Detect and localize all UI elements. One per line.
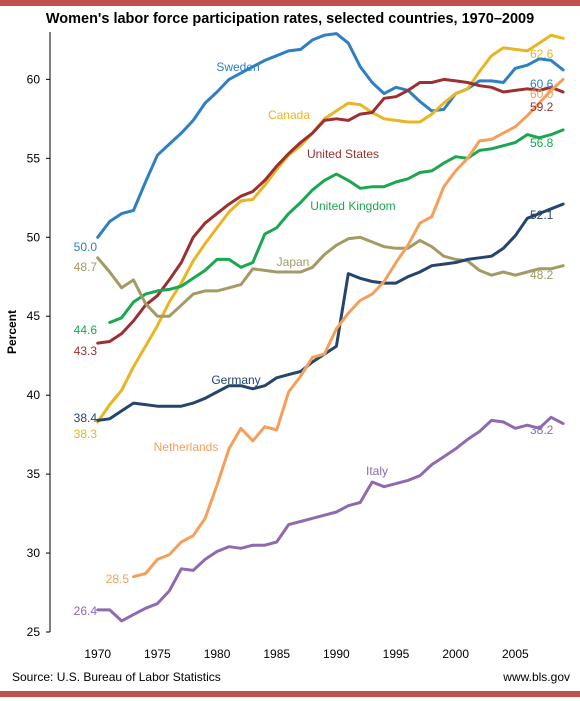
series-label-sweden: Sweden (216, 60, 259, 74)
end-value-germany: 52.1 (530, 208, 554, 222)
series-line-sweden (96, 32, 565, 239)
y-tick-label-35: 35 (27, 467, 41, 481)
x-tick-label-2005: 2005 (502, 647, 529, 661)
series-label-japan: Japan (277, 255, 310, 269)
x-tick-label-1990: 1990 (323, 647, 350, 661)
end-value-sweden: 60.6 (530, 77, 554, 91)
x-tick-label-1975: 1975 (144, 647, 171, 661)
series-line-united-states (96, 77, 565, 345)
start-value-sweden: 50.0 (74, 240, 98, 254)
series-label-italy: Italy (366, 464, 388, 478)
start-value-united-kingdom: 44.6 (74, 323, 98, 337)
y-tick-label-40: 40 (27, 388, 41, 402)
start-value-canada: 38.3 (74, 427, 98, 441)
x-tick-label-1970: 1970 (84, 647, 111, 661)
end-value-united-kingdom: 56.8 (530, 136, 554, 150)
series-line-united-kingdom (108, 128, 565, 324)
x-tick-label-1995: 1995 (383, 647, 410, 661)
series-label-canada: Canada (268, 108, 310, 122)
series-label-united-kingdom: United Kingdom (310, 199, 395, 213)
top-accent-bar (0, 0, 580, 6)
end-value-italy: 38.2 (530, 423, 554, 437)
y-tick-label-55: 55 (27, 151, 41, 165)
start-value-netherlands: 28.5 (106, 572, 130, 586)
series-line-germany (96, 202, 565, 422)
series-label-netherlands: Netherlands (154, 440, 219, 454)
y-tick-label-25: 25 (27, 625, 41, 639)
site-url: www.bls.gov (503, 670, 570, 684)
end-value-japan: 48.2 (530, 268, 554, 282)
y-axis-label: Percent (5, 310, 19, 354)
end-value-united-states: 59.2 (530, 100, 554, 114)
y-tick-label-30: 30 (27, 546, 41, 560)
series-label-united-states: United States (307, 147, 379, 161)
series-line-japan (96, 235, 565, 318)
series-line-netherlands (132, 77, 565, 579)
start-value-japan: 48.7 (74, 260, 98, 274)
series-line-canada (96, 33, 565, 424)
chart-title: Women's labor force participation rates,… (45, 11, 535, 27)
x-tick-label-1980: 1980 (204, 647, 231, 661)
x-tick-label-2000: 2000 (442, 647, 469, 661)
source-note: Source: U.S. Bureau of Labor Statistics (12, 670, 221, 684)
y-tick-label-50: 50 (27, 230, 41, 244)
start-value-united-states: 43.3 (74, 344, 98, 358)
y-tick-label-60: 60 (27, 72, 41, 86)
series-line-italy (96, 415, 565, 623)
start-value-germany: 38.4 (74, 411, 98, 425)
end-value-canada: 62.6 (530, 47, 554, 61)
x-tick-label-1985: 1985 (263, 647, 290, 661)
series-label-germany: Germany (211, 373, 260, 387)
end-value-netherlands: 60.0 (530, 87, 554, 101)
start-value-italy: 26.4 (74, 604, 98, 618)
y-tick-label-45: 45 (27, 309, 41, 323)
bottom-accent-bar (0, 691, 580, 697)
